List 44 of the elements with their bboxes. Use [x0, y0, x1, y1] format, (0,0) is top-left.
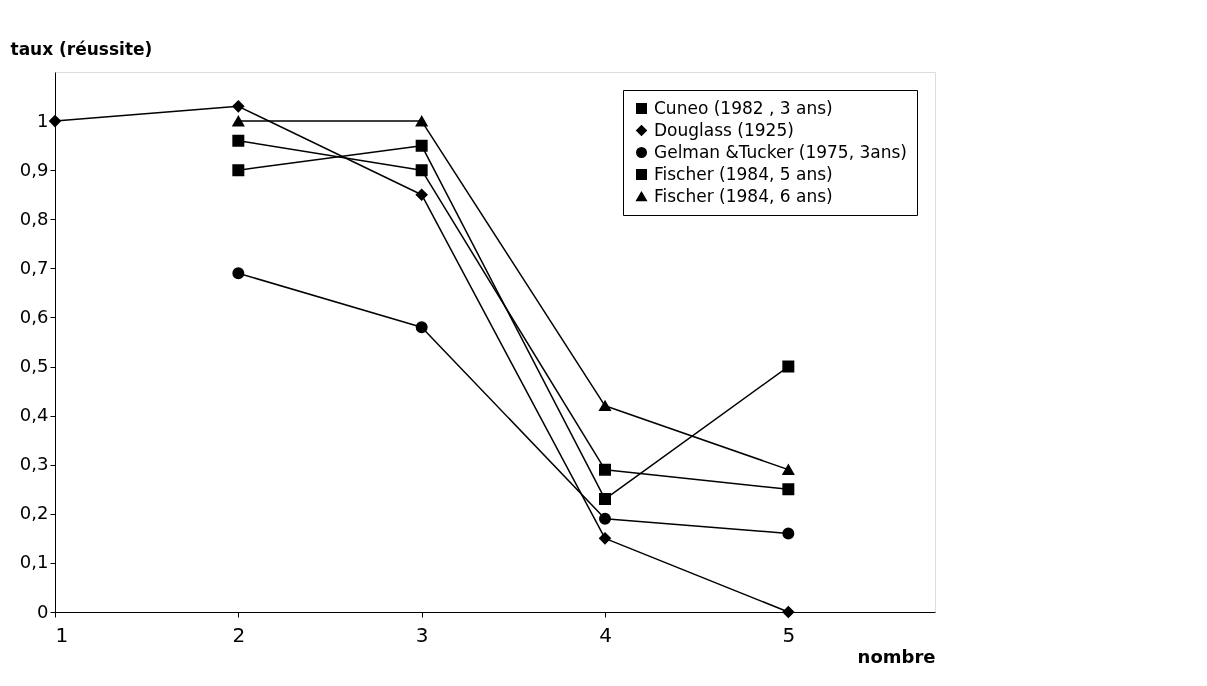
x-tick-label: 1 [55, 622, 69, 647]
legend-label: Douglass (1925) [654, 119, 794, 140]
point [782, 606, 795, 618]
point [599, 400, 611, 412]
x-axis-title: nombre [857, 645, 936, 667]
legend-label: Fischer (1984, 5 ans) [654, 163, 833, 184]
y-tick-label: 0,1 [19, 551, 49, 573]
point [415, 188, 428, 201]
point [49, 115, 61, 128]
legend-label: Gelman &Tucker (1975, 3ans) [654, 141, 907, 162]
point [415, 321, 428, 334]
y-tick-label: 1 [37, 109, 49, 131]
point [599, 532, 611, 545]
y-axis-title: taux (réussite) [10, 38, 153, 59]
y-tick-label: 0,3 [19, 453, 49, 475]
legend-label: Cuneo (1982 , 3 ans) [654, 97, 833, 118]
point [599, 463, 611, 476]
x-tick-label: 4 [599, 622, 612, 647]
y-tick-label: 0,9 [19, 158, 49, 180]
y-tick-label: 0 [37, 600, 49, 622]
y-tick-label: 0,2 [19, 502, 49, 524]
point [415, 115, 428, 127]
point [782, 360, 795, 373]
point [599, 493, 611, 506]
point [782, 464, 795, 475]
y-tick-label: 0,4 [19, 404, 49, 426]
point [232, 267, 245, 280]
x-tick-label: 5 [782, 622, 796, 647]
x-tick-label: 2 [232, 622, 246, 647]
point [599, 512, 611, 525]
y-tick-label: 0,5 [19, 355, 49, 377]
point [232, 115, 245, 127]
point [782, 483, 795, 496]
x-tick-label: 3 [415, 622, 429, 647]
point [415, 164, 428, 177]
y-tick-label: 0,7 [19, 256, 49, 278]
point [232, 100, 245, 113]
point [232, 134, 245, 147]
point [232, 164, 245, 177]
legend-label: Fischer (1984, 6 ans) [654, 185, 833, 206]
y-tick-label: 0,8 [19, 207, 49, 229]
y-tick-label: 0,6 [19, 305, 49, 327]
point [782, 527, 795, 540]
point [415, 139, 428, 152]
